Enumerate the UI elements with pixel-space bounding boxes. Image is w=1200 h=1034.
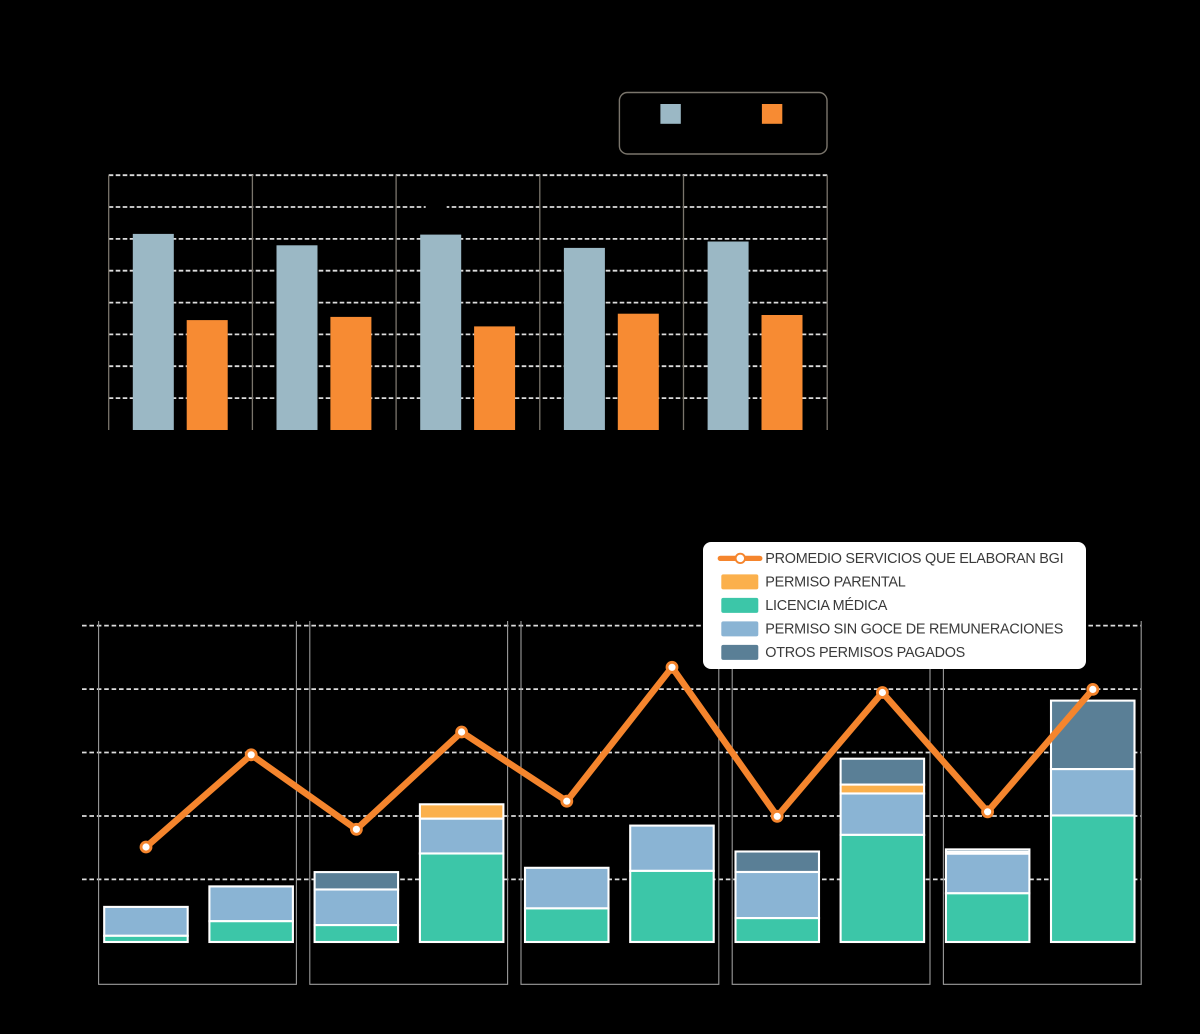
svg-text:OTROS PERMISOS PAGADOS: OTROS PERMISOS PAGADOS <box>765 645 965 661</box>
svg-text:PERMISO SIN GOCE DE REMUNERACI: PERMISO SIN GOCE DE REMUNERACIONES <box>765 622 1063 638</box>
svg-text:PROMEDIO SERVICIOS QUE ELABORA: PROMEDIO SERVICIOS QUE ELABORAN BGI <box>765 551 1063 567</box>
svg-text:PERMISO PARENTAL: PERMISO PARENTAL <box>765 575 905 591</box>
svg-text:LICENCIA MÉDICA: LICENCIA MÉDICA <box>765 597 887 614</box>
